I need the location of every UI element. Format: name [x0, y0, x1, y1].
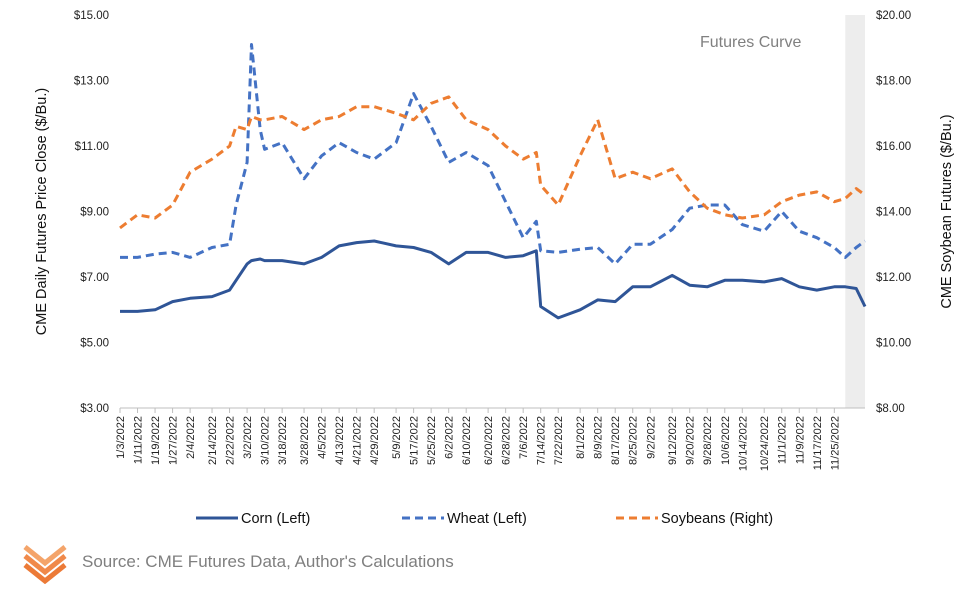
futures-curve-annotation: Futures Curve: [700, 34, 801, 51]
soybeans-legend-label: Soybeans (Right): [661, 511, 773, 527]
x-tick-label: 5/25/2022: [426, 416, 438, 465]
x-tick-label: 4/21/2022: [352, 416, 364, 465]
x-tick-label: 7/6/2022: [518, 416, 530, 459]
x-tick-label: 6/20/2022: [483, 416, 495, 465]
x-tick-label: 9/12/2022: [667, 416, 679, 465]
x-tick-label: 9/2/2022: [645, 416, 657, 459]
x-tick-label: 1/27/2022: [168, 416, 180, 465]
source-note: Source: CME Futures Data, Author's Calcu…: [82, 552, 454, 571]
y-left-tick-label: $9.00: [80, 207, 109, 219]
x-tick-label: 7/14/2022: [536, 416, 548, 465]
futures-curve-shaded-region: [845, 15, 865, 408]
x-axis: 1/3/2022 1/11/2022 1/19/2022 1/27/2022 2/4/2…: [115, 408, 841, 471]
x-tick-label: 3/10/2022: [260, 416, 272, 465]
x-tick-label: 8/1/2022: [575, 416, 587, 459]
x-tick-label: 11/17/2022: [812, 416, 824, 470]
y-left-tick-label: $7.00: [80, 272, 109, 284]
x-tick-label: 6/28/2022: [501, 416, 513, 465]
soybeans-series-line: [119, 95, 866, 230]
y-right-tick-label: $8.00: [876, 403, 905, 415]
y-axis-right-title: CME Soybean Futures ($/Bu.): [939, 114, 955, 308]
corn-legend-label: Corn (Left): [241, 511, 310, 527]
x-tick-label: 3/28/2022: [299, 416, 311, 465]
y-axis-right: $8.00 $10.00 $12.00 $14.00 $16.00 $18.00 $20.0…: [876, 10, 911, 415]
x-tick-label: 3/18/2022: [277, 416, 289, 465]
x-tick-label: 7/22/2022: [553, 416, 565, 465]
x-tick-label: 4/29/2022: [369, 416, 381, 465]
y-right-tick-label: $14.00: [876, 207, 911, 219]
x-tick-label: 3/2/2022: [242, 416, 254, 459]
y-left-tick-label: $3.00: [80, 403, 109, 415]
corn-series-line: [120, 239, 867, 320]
x-tick-label: 11/25/2022: [829, 416, 841, 470]
y-right-tick-label: $20.00: [876, 10, 911, 22]
x-tick-label: 11/9/2022: [794, 416, 806, 464]
wheat-legend-label: Wheat (Left): [447, 511, 527, 527]
x-tick-label: 10/24/2022: [759, 416, 771, 471]
y-left-tick-label: $11.00: [75, 141, 109, 153]
y-right-tick-label: $18.00: [876, 76, 911, 88]
x-tick-label: 2/14/2022: [207, 416, 219, 465]
x-tick-label: 6/2/2022: [444, 416, 456, 459]
x-tick-label: 1/11/2022: [133, 416, 145, 464]
y-right-tick-label: $12.00: [876, 272, 911, 284]
x-tick-label: 8/25/2022: [628, 416, 640, 465]
series-lines: [119, 43, 867, 320]
x-tick-label: 6/10/2022: [461, 416, 473, 465]
x-tick-label: 5/9/2022: [391, 416, 403, 459]
x-tick-label: 11/1/2022: [777, 416, 789, 464]
x-tick-label: 9/20/2022: [685, 416, 697, 465]
x-tick-label: 4/5/2022: [317, 416, 329, 459]
x-tick-label: 8/17/2022: [610, 416, 622, 465]
x-tick-label: 10/14/2022: [737, 416, 749, 471]
x-tick-label: 1/3/2022: [115, 416, 127, 459]
x-tick-label: 4/13/2022: [334, 416, 346, 465]
x-tick-label: 10/6/2022: [720, 416, 732, 465]
x-tick-label: 5/17/2022: [409, 416, 421, 465]
chevron-stack-logo-icon: [23, 545, 67, 584]
x-tick-label: 1/19/2022: [150, 416, 162, 465]
y-axis-left-title: CME Daily Futures Price Close ($/Bu.): [34, 88, 50, 335]
y-right-tick-label: $10.00: [876, 338, 911, 350]
x-tick-label: 2/22/2022: [225, 416, 237, 465]
x-tick-label: 2/4/2022: [185, 416, 197, 459]
y-left-tick-label: $5.00: [80, 338, 109, 350]
y-right-tick-label: $16.00: [876, 141, 911, 153]
y-axis-left: $3.00 $5.00 $7.00 $9.00 $11.00 $13.00 $15.00: [74, 10, 109, 415]
y-left-tick-label: $15.00: [74, 10, 109, 22]
x-tick-label: 9/28/2022: [702, 416, 714, 465]
wheat-series-line: [120, 43, 866, 266]
x-tick-label: 8/9/2022: [593, 416, 605, 459]
legend: Corn (Left) Wheat (Left) Soybeans (Right): [196, 511, 773, 527]
y-left-tick-label: $13.00: [74, 76, 109, 88]
